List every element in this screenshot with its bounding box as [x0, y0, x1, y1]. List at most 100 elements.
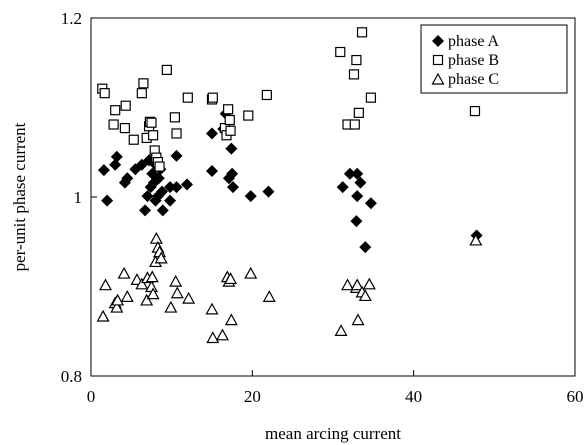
data-point-series-3: [110, 300, 124, 313]
data-point-series-1: [139, 204, 152, 217]
legend-label: phase A: [448, 33, 500, 50]
legend-entries: phase A phase B phase C: [431, 33, 500, 88]
x-axis-label: mean arcing current: [265, 424, 401, 443]
data-point-series-1: [109, 158, 122, 171]
data-point-series-2: [469, 105, 481, 117]
data-point-series-1: [164, 181, 177, 194]
data-point-series-3: [262, 290, 276, 302]
data-point-series-3: [215, 328, 230, 341]
data-point-series-2: [119, 122, 130, 134]
data-point-series-3: [206, 331, 220, 344]
data-point-series-1: [350, 215, 363, 228]
data-point-series-1: [206, 127, 218, 140]
legend-marker: [432, 54, 444, 66]
data-point-series-1: [170, 181, 183, 194]
data-point-series-3: [469, 233, 483, 246]
legend-label: phase B: [448, 52, 499, 69]
data-point-series-1: [351, 167, 364, 180]
data-point-series-1: [364, 197, 377, 210]
data-point-series-1: [156, 204, 169, 217]
data-point-series-3: [135, 277, 149, 290]
data-point-series-2: [108, 119, 119, 130]
data-point-series-2: [351, 54, 362, 66]
data-point-series-2: [335, 46, 346, 58]
data-point-series-3: [362, 277, 376, 290]
data-point-series-2: [136, 88, 147, 99]
data-point-series-3: [99, 278, 113, 291]
data-point-series-3: [182, 291, 196, 304]
legend-marker: [432, 35, 444, 47]
data-point-series-2: [99, 88, 110, 99]
data-point-series-3: [334, 324, 348, 336]
legend-box: [420, 24, 568, 94]
data-point-series-2: [224, 114, 235, 126]
data-point-series-1: [226, 181, 239, 194]
data-point-series-1: [164, 194, 177, 207]
y-tick-label: 1.2: [61, 9, 82, 28]
data-point-series-3: [140, 293, 154, 306]
data-point-series-1: [121, 172, 134, 185]
data-point-series-2: [356, 27, 368, 38]
data-point-series-1: [141, 190, 154, 203]
y-tick-label: 1: [74, 188, 83, 207]
data-point-series-3: [96, 309, 110, 322]
data-point-series-3: [164, 300, 178, 313]
data-point-series-3: [149, 231, 163, 244]
data-point-series-3: [111, 293, 125, 306]
data-point-series-1: [152, 172, 165, 185]
data-point-series-2: [348, 69, 360, 80]
data-point-series-3: [350, 278, 364, 291]
data-point-series-3: [224, 272, 238, 285]
data-point-series-1: [359, 241, 372, 254]
data-point-series-2: [225, 125, 236, 136]
x-tick-label: 0: [87, 387, 96, 406]
data-point-series-3: [117, 266, 131, 279]
data-point-series-3: [351, 313, 365, 326]
data-point-series-2: [171, 128, 182, 139]
x-tick-labels: 0 20 40 60: [87, 387, 584, 406]
axis-ticks: [90, 17, 576, 377]
data-point-series-2: [128, 134, 139, 145]
data-point-series-3: [224, 313, 238, 326]
data-point-series-2: [154, 161, 165, 172]
data-point-series-3: [244, 266, 258, 279]
data-point-series-3: [154, 251, 168, 264]
y-tick-labels: 0.8 1 1.2: [61, 9, 82, 386]
data-point-series-2: [207, 92, 218, 103]
data-point-series-2: [120, 100, 131, 111]
data-point-series-1: [180, 178, 193, 191]
data-point-series-3: [170, 286, 184, 299]
x-tick-label: 40: [405, 387, 422, 406]
data-point-series-3: [146, 287, 160, 300]
data-point-series-1: [225, 142, 238, 155]
data-point-series-2: [161, 64, 172, 76]
data-point-series-1: [206, 165, 218, 178]
data-point-series-2: [365, 92, 377, 103]
legend: phase A phase B phase C: [420, 24, 568, 94]
data-point-series-1: [351, 190, 364, 203]
data-markers: [96, 27, 483, 344]
data-point-series-2: [349, 119, 360, 130]
data-point-series-1: [343, 167, 356, 180]
y-axis-label: per-unit phase current: [10, 122, 29, 271]
data-point-series-2: [243, 110, 254, 121]
y-tick-label: 0.8: [61, 367, 82, 386]
data-point-series-1: [101, 194, 114, 207]
data-point-series-2: [353, 107, 364, 118]
data-point-series-3: [358, 289, 372, 302]
legend-marker: [431, 72, 445, 85]
x-tick-label: 20: [244, 387, 261, 406]
data-point-series-2: [261, 89, 272, 101]
data-point-series-2: [148, 130, 159, 141]
data-point-series-2: [110, 105, 121, 116]
data-point-series-1: [118, 176, 131, 189]
data-point-series-1: [170, 149, 183, 162]
legend-label: phase C: [448, 71, 499, 88]
data-point-series-3: [169, 274, 183, 287]
x-tick-label: 60: [567, 387, 584, 406]
data-point-series-2: [146, 117, 157, 128]
data-point-series-2: [138, 78, 149, 89]
data-point-series-1: [244, 190, 257, 203]
data-point-series-1: [226, 167, 239, 180]
